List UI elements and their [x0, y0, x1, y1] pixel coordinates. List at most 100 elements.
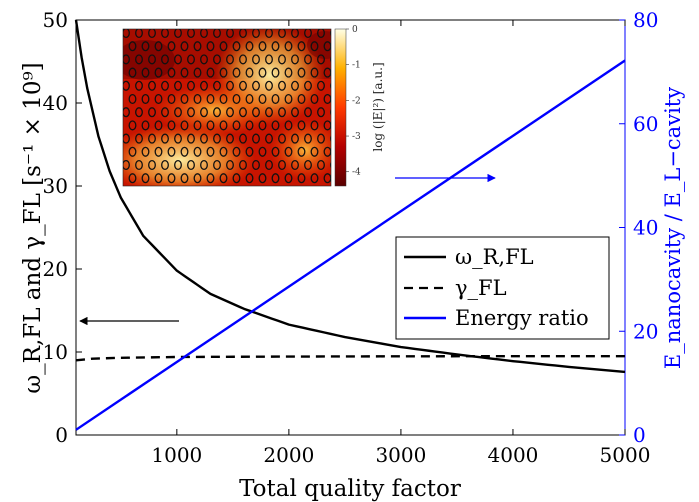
right-y-tick-label: 80 — [633, 8, 658, 32]
lattice-hole — [271, 93, 280, 105]
lattice-hole — [239, 80, 247, 91]
lattice-hole — [206, 67, 215, 78]
lattice-hole — [245, 67, 254, 78]
lattice-hole — [317, 80, 325, 91]
left-y-tick-label: 50 — [43, 8, 68, 32]
lattice-hole — [187, 54, 195, 65]
lattice-hole — [135, 107, 143, 118]
energy-ratio-line — [75, 59, 626, 431]
inset-heatmap: 0 -1 -2 -3 -4 log (|E|²) [a.u.] — [122, 25, 385, 187]
x-tick-label: 2000 — [263, 443, 314, 467]
lattice-hole — [128, 41, 137, 52]
inset-colorbar-label: log (|E|²) [a.u.] — [371, 62, 385, 151]
lattice-hole — [271, 173, 280, 184]
lattice-hole — [135, 159, 143, 171]
lattice-hole — [297, 93, 306, 105]
left-y-tick-label: 20 — [43, 257, 68, 281]
inset-colorbar-ticks: 0 -1 -2 -3 -4 — [346, 25, 361, 178]
lattice-hole — [213, 107, 221, 118]
lattice-hole — [200, 29, 208, 39]
lattice-hole — [297, 67, 306, 78]
lattice-hole — [174, 133, 182, 144]
lattice-hole — [213, 133, 221, 144]
inset-hole-lattice — [123, 29, 331, 184]
lattice-hole — [180, 93, 189, 105]
right-y-tick-label: 0 — [633, 423, 646, 447]
lattice-hole — [180, 67, 189, 78]
lattice-hole — [291, 54, 299, 65]
lattice-hole — [310, 93, 319, 105]
lattice-hole — [187, 107, 195, 118]
gamma-fl-line — [75, 354, 625, 362]
lattice-hole — [187, 80, 195, 91]
omega-rfl-line — [74, 19, 626, 374]
lattice-hole — [193, 146, 202, 157]
lattice-hole — [123, 29, 130, 39]
lattice-hole — [304, 107, 312, 118]
lattice-hole — [232, 93, 241, 105]
lattice-hole — [226, 159, 234, 171]
lattice-hole — [167, 173, 176, 184]
lattice-hole — [193, 120, 202, 131]
lattice-hole — [278, 133, 286, 144]
lattice-hole — [232, 41, 241, 52]
left-y-axis-label: ω_R,FL and γ_FL [s⁻¹ × 10⁹] — [20, 62, 46, 393]
lattice-hole — [284, 41, 293, 52]
lattice-hole — [265, 29, 273, 39]
left-y-tick-label: 10 — [43, 340, 68, 364]
lattice-hole — [219, 93, 228, 105]
lattice-hole — [265, 54, 273, 65]
lattice-hole — [310, 41, 319, 52]
lattice-hole — [154, 173, 163, 184]
lattice-hole — [167, 120, 176, 131]
lattice-hole — [219, 120, 228, 131]
lattice-hole — [304, 159, 312, 171]
lattice-hole — [219, 146, 228, 157]
left-y-tick-label: 0 — [55, 423, 68, 447]
lattice-hole — [123, 159, 130, 171]
lattice-hole — [187, 29, 195, 39]
lattice-hole — [135, 54, 143, 65]
lattice-hole — [123, 54, 130, 65]
lattice-hole — [252, 159, 260, 171]
lattice-hole — [271, 67, 280, 78]
lattice-hole — [128, 120, 137, 131]
lattice-hole — [239, 133, 247, 144]
lattice-hole — [317, 29, 325, 39]
lattice-hole — [226, 80, 234, 91]
right-y-tick-label: 20 — [633, 319, 658, 343]
lattice-hole — [252, 29, 260, 39]
lattice-hole — [187, 159, 195, 171]
lattice-hole — [232, 146, 241, 157]
lattice-hole — [141, 41, 150, 52]
lattice-hole — [187, 133, 195, 144]
lattice-hole — [128, 173, 137, 184]
lattice-hole — [284, 67, 293, 78]
lattice-hole — [123, 107, 130, 118]
lattice-hole — [193, 41, 202, 52]
lattice-hole — [200, 54, 208, 65]
x-tick-label: 4000 — [488, 443, 539, 467]
legend-label-energy: Energy ratio — [455, 306, 589, 330]
lattice-hole — [226, 54, 234, 65]
lattice-hole — [174, 107, 182, 118]
lattice-hole — [219, 173, 228, 184]
x-axis-ticks: 1000 2000 3000 4000 5000 — [151, 20, 650, 467]
lattice-hole — [167, 41, 176, 52]
x-tick-label: 1000 — [151, 443, 202, 467]
lattice-hole — [310, 173, 319, 184]
lattice-hole — [232, 67, 241, 78]
lattice-hole — [297, 146, 306, 157]
lattice-hole — [278, 107, 286, 118]
x-tick-label: 3000 — [375, 443, 426, 467]
lattice-hole — [265, 159, 273, 171]
lattice-hole — [123, 133, 130, 144]
lattice-hole — [284, 146, 293, 157]
lattice-hole — [252, 133, 260, 144]
lattice-hole — [278, 80, 286, 91]
lattice-hole — [252, 54, 260, 65]
lattice-hole — [174, 159, 182, 171]
lattice-hole — [278, 159, 286, 171]
lattice-hole — [161, 29, 169, 39]
lattice-hole — [219, 67, 228, 78]
